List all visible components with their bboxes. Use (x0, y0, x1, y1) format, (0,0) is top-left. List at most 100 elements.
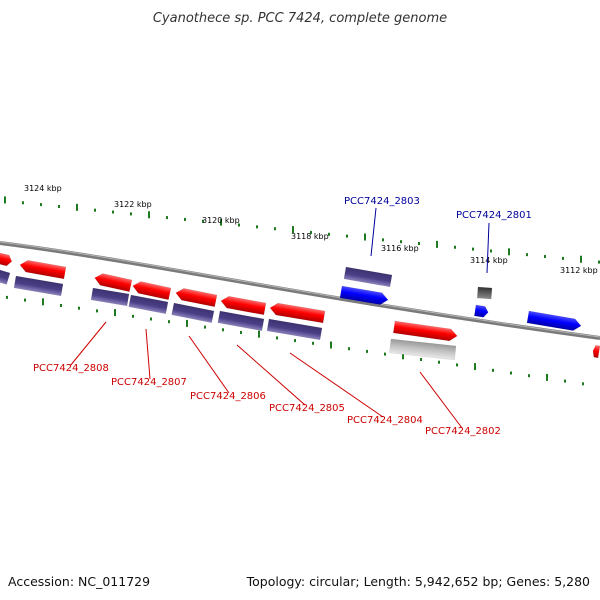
scale-tick (528, 374, 530, 378)
gene-label: PCC7424_2801 (456, 210, 532, 221)
gene-label: PCC7424_2808 (33, 363, 109, 374)
scale-label: 3114 kbp (470, 256, 508, 265)
scale-tick (456, 363, 458, 367)
gene-arrow (132, 281, 172, 301)
gene-arrow (526, 310, 582, 331)
scale-tick (130, 212, 132, 216)
scale-label: 3118 kbp (291, 232, 329, 241)
gene-arrow (393, 320, 458, 342)
scale-tick (186, 319, 188, 327)
scale-tick (510, 371, 512, 375)
scale-tick (598, 260, 600, 264)
scale-tick (580, 255, 582, 263)
scale-tick (132, 314, 134, 318)
scale-tick (366, 349, 368, 353)
scale-tick (150, 317, 152, 321)
scale-tick (544, 255, 546, 259)
scale-tick (238, 223, 240, 227)
scale-tick (348, 347, 350, 351)
gene-features (0, 252, 600, 361)
scale-tick (96, 309, 98, 313)
scale-tick (222, 328, 224, 332)
scale-tick (546, 373, 548, 381)
cds-block (171, 302, 215, 324)
scale-tick (42, 298, 44, 306)
scale-tick (564, 379, 566, 383)
scale-tick (402, 352, 404, 360)
scale-tick (346, 234, 348, 238)
label-leader-line (419, 371, 463, 429)
scale-tick (294, 339, 296, 343)
scale-tick (274, 227, 276, 231)
scale-tick (60, 304, 62, 307)
scale-label: 3122 kbp (114, 200, 152, 209)
backbone-highlight (0, 241, 600, 338)
scale-tick (76, 203, 78, 211)
label-leader-line (289, 352, 384, 418)
scale-tick (94, 208, 96, 212)
cds-block (90, 287, 130, 307)
label-leader-line (486, 222, 490, 274)
scale-tick (312, 341, 314, 345)
label-leader-line (188, 335, 230, 394)
scale-tick (112, 210, 114, 214)
scale-tick (78, 306, 80, 310)
scale-tick (328, 232, 330, 236)
scale-tick (364, 233, 366, 241)
scale-labels: 3124 kbp 3122 kbp 3120 kbp 3118 kbp 3116 kbp… (24, 184, 598, 275)
gene-labels: PCC7424_2808PCC7424_2807PCC7424_2806PCC7… (33, 196, 532, 437)
gene-label: PCC7424_2803 (344, 196, 420, 207)
scale-tick (166, 216, 168, 220)
rna-feature (389, 338, 457, 361)
scale-tick (384, 352, 386, 356)
scale-tick (454, 245, 456, 249)
scale-tick (58, 204, 60, 208)
scale-label: 3112 kbp (560, 266, 598, 275)
gene-arrow (0, 252, 13, 267)
scale-label: 3116 kbp (381, 244, 419, 253)
gene-label: PCC7424_2805 (269, 403, 345, 414)
gene-label: PCC7424_2804 (347, 415, 423, 426)
scale-tick (292, 226, 294, 234)
scale-tick (184, 217, 186, 221)
cds-block (266, 318, 323, 341)
label-leaders (69, 207, 490, 429)
scale-tick (148, 211, 150, 219)
scale-tick (526, 253, 528, 257)
cds-block (13, 275, 64, 297)
scale-tick (438, 360, 440, 364)
gene-arrow (269, 302, 326, 324)
scale-tick (436, 240, 438, 248)
small-feature (476, 286, 493, 300)
label-leader-line (370, 207, 377, 257)
scale-tick (330, 341, 332, 349)
gene-arrow (220, 295, 267, 316)
gene-arrow (19, 259, 67, 280)
cds-block (128, 294, 169, 315)
cds-block (217, 310, 265, 332)
scale-tick (202, 219, 204, 223)
scale-tick (492, 368, 494, 372)
gene-arrow (474, 304, 489, 318)
cds-block (343, 266, 393, 288)
gene-arrow (339, 285, 389, 305)
scale-tick (310, 230, 312, 234)
label-leader-line (145, 328, 151, 380)
scale-tick (490, 249, 492, 253)
genome-summary: Topology: circular; Length: 5,942,652 bp… (246, 574, 590, 589)
gene-label: PCC7424_2807 (111, 377, 187, 388)
gene-arrow (94, 273, 133, 293)
scale-tick (472, 247, 474, 251)
gene-arrow (175, 288, 218, 308)
scale-label: 3124 kbp (24, 184, 62, 193)
scale-tick (168, 320, 170, 324)
cds-block (0, 269, 11, 285)
scale-tick (508, 248, 510, 256)
accession-text: Accession: NC_011729 (8, 574, 150, 589)
scale-tick (582, 382, 584, 386)
scale-tick (418, 242, 420, 246)
scale-tick (24, 298, 26, 302)
scale-tick (562, 256, 564, 260)
map-title: Cyanothece sp. PCC 7424, complete genome (153, 11, 447, 26)
